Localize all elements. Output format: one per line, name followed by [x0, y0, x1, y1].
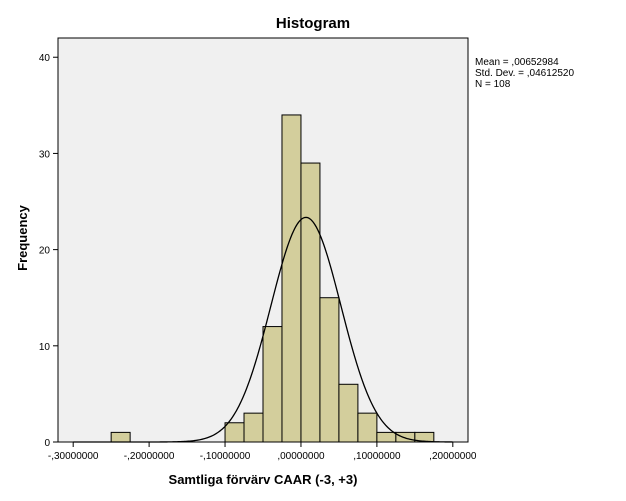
x-tick-label-2: -,10000000 — [200, 451, 251, 462]
histogram-bar-3 — [262, 326, 283, 443]
histogram-bar-7 — [338, 383, 359, 443]
y-tick-label-1: 10 — [39, 342, 51, 353]
stat-line-0: Mean = ,00652984 — [475, 57, 559, 68]
x-axis: -,30000000 -,20000000 -,10000000 ,00000000,… — [48, 442, 477, 462]
y-tick-label-3: 30 — [39, 149, 51, 160]
y-tick-label-4: 40 — [39, 53, 51, 64]
histogram-bar-11 — [414, 431, 435, 443]
normal-curve — [73, 216, 453, 443]
x-tick-label-1: -,20000000 — [124, 451, 175, 462]
histogram-bar-9 — [376, 431, 397, 443]
stat-line-2: N = 108 — [475, 79, 511, 90]
y-axis-label: Frequency — [15, 204, 30, 271]
y-tick-label-0: 0 — [44, 438, 50, 449]
x-tick-label-0: -,30000000 — [48, 451, 99, 462]
histogram-bar-6 — [319, 297, 340, 443]
x-tick-label-3: ,00000000 — [277, 451, 325, 462]
bars-group — [110, 114, 435, 443]
x-tick-label-5: ,20000000 — [429, 451, 477, 462]
histogram-bar-0 — [110, 431, 131, 443]
chart-title: Histogram — [276, 15, 350, 32]
histogram-bar-5 — [300, 162, 321, 443]
y-tick-label-2: 20 — [39, 246, 51, 257]
x-axis-label: Samtliga förvärv CAAR (-3, +3) — [169, 472, 358, 487]
x-tick-label-4: ,10000000 — [353, 451, 401, 462]
histogram-bar-10 — [395, 431, 416, 443]
histogram-bar-4 — [281, 114, 302, 443]
histogram-bar-1 — [224, 422, 245, 443]
y-axis: 0 10 20 30 40 — [39, 53, 58, 449]
histogram-bar-8 — [357, 412, 378, 443]
stat-line-1: Std. Dev. = ,04612520 — [475, 68, 574, 79]
histogram-bar-2 — [243, 412, 264, 443]
